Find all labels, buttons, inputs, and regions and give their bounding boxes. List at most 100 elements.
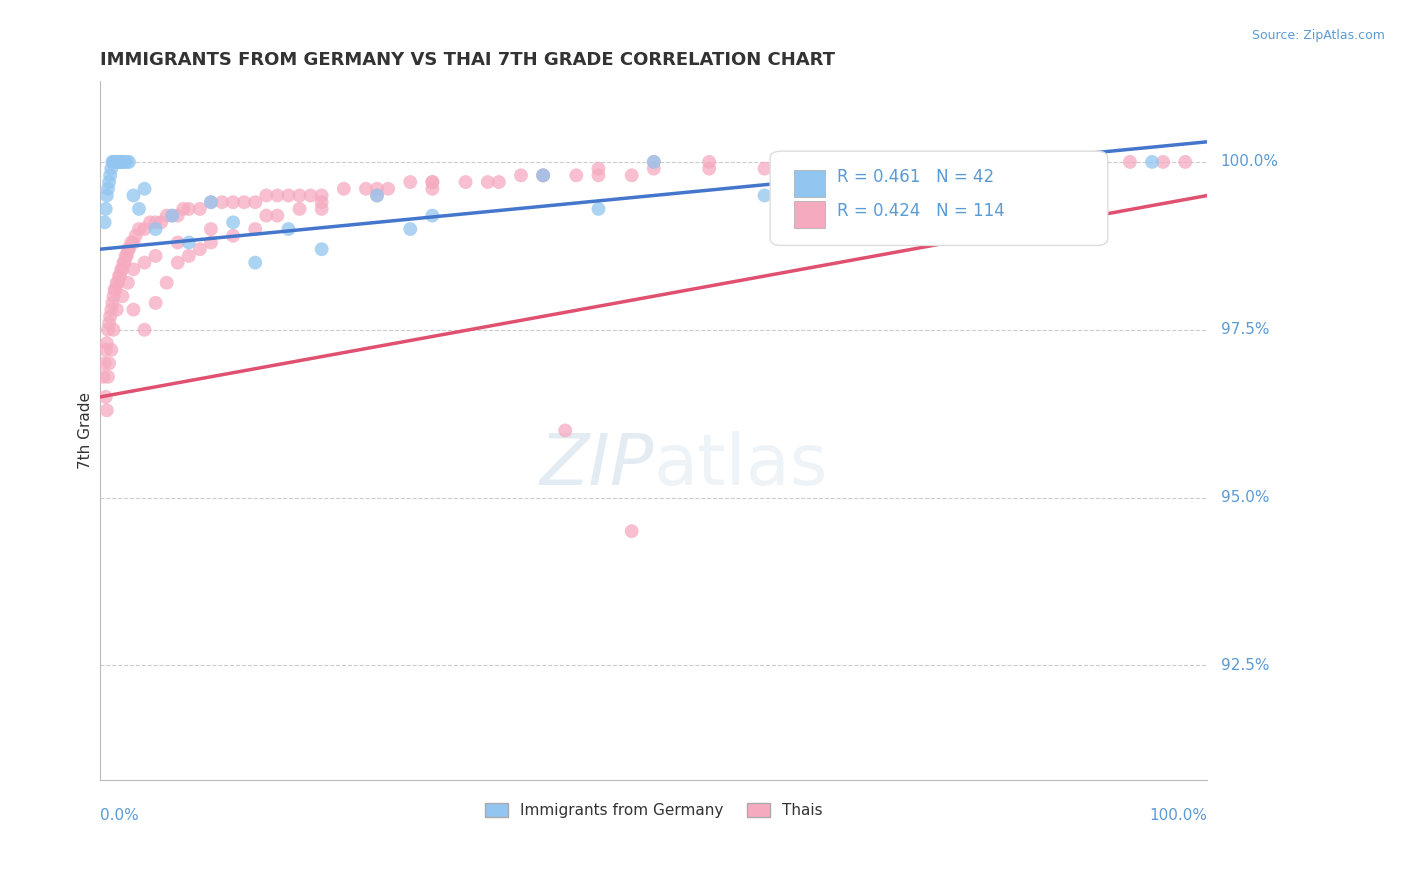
Point: [93, 369, 115, 384]
Point: [588, 169, 610, 183]
Point: [98, 175, 121, 189]
Point: [200, 195, 222, 210]
Text: 92.5%: 92.5%: [1220, 658, 1270, 673]
Point: [697, 161, 720, 176]
Point: [277, 222, 299, 236]
Point: [531, 169, 554, 183]
Point: [245, 255, 267, 269]
Point: [299, 188, 322, 202]
Point: [103, 289, 125, 303]
Text: ZIP: ZIP: [540, 431, 654, 500]
Point: [122, 302, 145, 317]
Point: [118, 242, 141, 256]
Point: [354, 182, 377, 196]
Point: [643, 155, 665, 169]
Point: [333, 182, 356, 196]
Point: [288, 188, 311, 202]
Point: [754, 188, 776, 202]
Point: [111, 155, 134, 169]
Point: [96, 403, 118, 417]
Point: [128, 202, 150, 216]
Text: IMMIGRANTS FROM GERMANY VS THAI 7TH GRADE CORRELATION CHART: IMMIGRANTS FROM GERMANY VS THAI 7TH GRAD…: [100, 51, 835, 69]
Point: [93, 356, 115, 370]
Point: [156, 209, 179, 223]
Point: [134, 323, 156, 337]
Point: [222, 228, 245, 243]
Point: [108, 155, 131, 169]
Point: [166, 209, 188, 223]
Point: [145, 215, 167, 229]
Point: [156, 276, 179, 290]
Point: [110, 262, 132, 277]
Point: [114, 155, 136, 169]
Point: [865, 155, 887, 169]
Point: [188, 202, 211, 216]
Point: [588, 202, 610, 216]
Point: [100, 161, 122, 176]
Point: [98, 356, 121, 370]
Point: [96, 188, 118, 202]
Point: [160, 209, 183, 223]
Point: [477, 175, 499, 189]
Point: [97, 182, 120, 196]
Point: [366, 182, 388, 196]
Text: 0.0%: 0.0%: [100, 807, 139, 822]
Point: [98, 316, 121, 330]
Point: [101, 155, 124, 169]
Text: 97.5%: 97.5%: [1220, 322, 1270, 337]
Point: [105, 302, 128, 317]
Point: [118, 155, 141, 169]
Point: [108, 268, 131, 283]
Point: [177, 235, 200, 250]
Point: [200, 222, 222, 236]
Point: [103, 155, 125, 169]
Point: [245, 222, 267, 236]
Point: [588, 161, 610, 176]
Point: [488, 175, 510, 189]
Point: [98, 169, 121, 183]
Point: [200, 195, 222, 210]
Point: [974, 155, 997, 169]
Point: [254, 209, 277, 223]
Y-axis label: 7th Grade: 7th Grade: [79, 392, 93, 469]
Point: [108, 268, 131, 283]
Point: [1031, 155, 1053, 169]
Point: [1119, 155, 1142, 169]
Point: [399, 222, 422, 236]
Point: [510, 169, 533, 183]
Point: [245, 195, 267, 210]
Point: [366, 188, 388, 202]
Point: [97, 323, 120, 337]
Point: [104, 155, 127, 169]
Point: [454, 175, 477, 189]
Point: [145, 296, 167, 310]
Point: [107, 276, 129, 290]
Point: [104, 283, 127, 297]
Point: [222, 195, 245, 210]
Point: [1152, 155, 1174, 169]
Point: [108, 155, 131, 169]
Point: [145, 249, 167, 263]
Point: [422, 175, 444, 189]
Point: [188, 242, 211, 256]
Point: [211, 195, 233, 210]
Point: [277, 188, 299, 202]
Text: 100.0%: 100.0%: [1150, 807, 1208, 822]
Point: [115, 155, 138, 169]
Text: R = 0.424   N = 114: R = 0.424 N = 114: [837, 202, 1004, 219]
Text: atlas: atlas: [654, 431, 828, 500]
Point: [366, 188, 388, 202]
Point: [114, 249, 136, 263]
Point: [128, 222, 150, 236]
Point: [177, 249, 200, 263]
Point: [117, 276, 139, 290]
FancyBboxPatch shape: [770, 151, 1108, 245]
Point: [111, 289, 134, 303]
Point: [166, 255, 188, 269]
Point: [266, 209, 288, 223]
Point: [377, 182, 399, 196]
Point: [94, 202, 117, 216]
Point: [105, 155, 128, 169]
Point: [100, 302, 122, 317]
Point: [112, 255, 135, 269]
